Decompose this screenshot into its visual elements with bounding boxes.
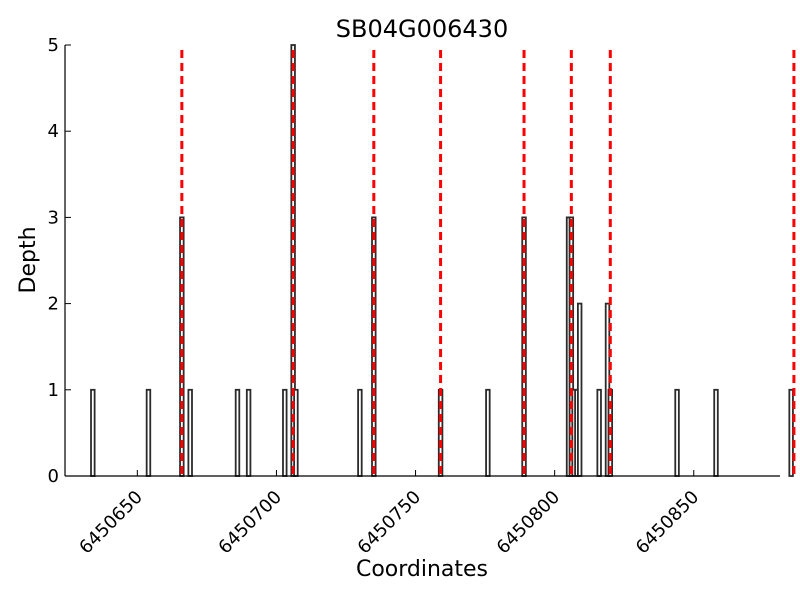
depth-bar [90,388,96,477]
chart-title: SB04G006430 [336,15,508,43]
y-tick-label: 1 [48,380,59,401]
x-axis-label: Coordinates [356,557,488,582]
marker-lines-group [180,50,796,476]
y-tick-label: 2 [48,294,59,315]
depth-bar [576,302,583,477]
depth-bar [371,216,377,477]
depth-bar [234,388,241,477]
depth-bar [357,388,363,477]
x-tick-label: 6450750 [354,487,426,559]
depth-bar [521,216,527,477]
axes-group: 0 1 2 3 4 5 6450650 6450700 6450750 6450800 645085… [48,35,780,558]
x-tick-label: 6450650 [75,487,147,559]
depth-bar [145,388,152,477]
depth-bar [788,388,794,477]
x-tick-label: 6450850 [632,487,704,559]
depth-bar [282,388,288,477]
x-tick-label: 6450700 [214,487,286,559]
depth-bar [187,388,193,477]
depth-bar [293,388,299,477]
bars-group [90,44,794,477]
depth-bar [596,388,602,477]
depth-bar [179,216,185,477]
depth-bar [674,388,680,477]
y-axis-label: Depth [16,226,41,293]
depth-bar [713,388,719,477]
y-tick-label: 4 [48,121,59,142]
y-tick-label: 0 [48,466,59,487]
depth-bar [485,388,491,477]
x-tick-label: 6450800 [493,487,565,559]
y-tick-label: 5 [48,35,59,56]
depth-bar [245,388,252,477]
y-tick-label: 3 [48,207,59,228]
